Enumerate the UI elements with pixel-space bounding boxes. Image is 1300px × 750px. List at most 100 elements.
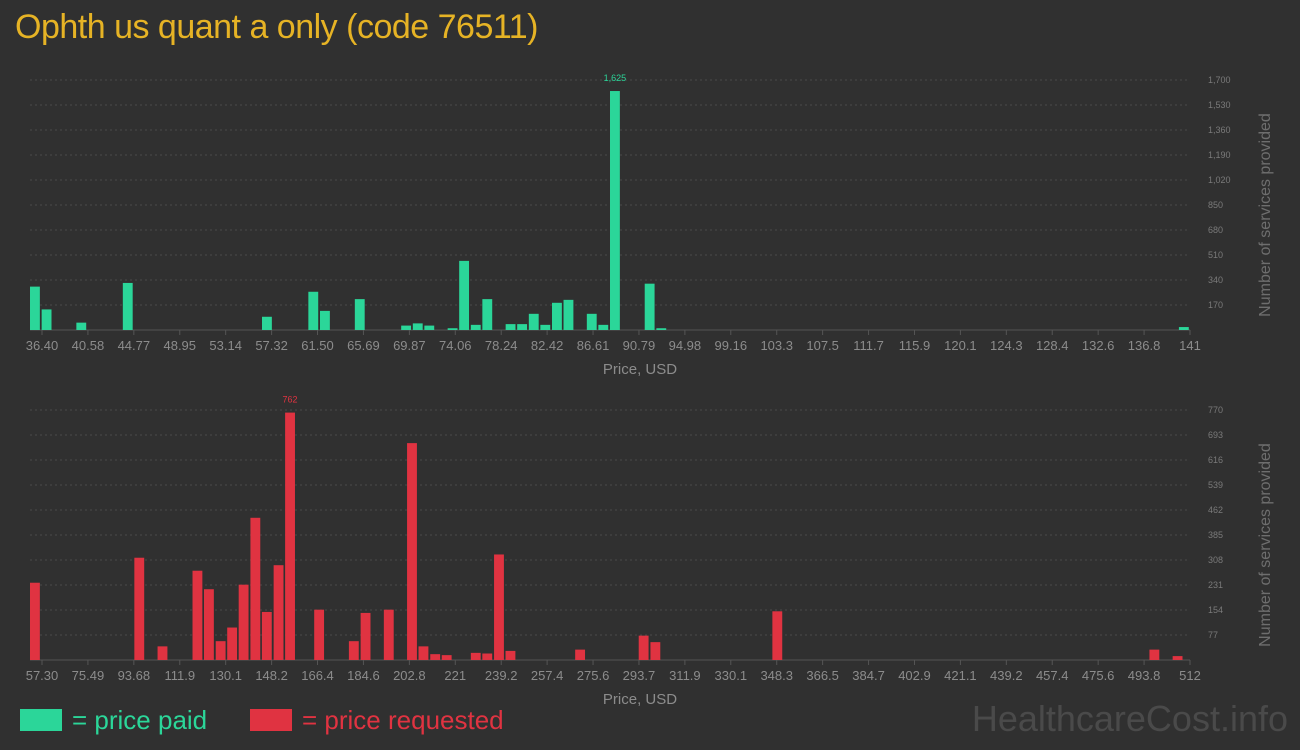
bar xyxy=(76,322,87,330)
bar xyxy=(383,609,394,660)
bar xyxy=(441,655,452,660)
y-tick-label: 154 xyxy=(1208,605,1223,615)
x-tick-label: 493.8 xyxy=(1128,668,1161,683)
bar xyxy=(644,283,655,330)
bar xyxy=(505,324,516,330)
bar xyxy=(157,646,168,660)
y-tick-label: 680 xyxy=(1208,225,1223,235)
x-tick-label: 366.5 xyxy=(806,668,839,683)
bar xyxy=(505,650,516,660)
bar xyxy=(1178,327,1189,330)
bar xyxy=(540,324,551,330)
x-tick-label: 103.3 xyxy=(760,338,793,353)
x-tick-label: 75.49 xyxy=(72,668,105,683)
y-tick-label: 462 xyxy=(1208,505,1223,515)
y-tick-label: 1,530 xyxy=(1208,100,1231,110)
x-tick-label: 86.61 xyxy=(577,338,610,353)
legend-swatch-paid xyxy=(20,709,62,731)
bar xyxy=(418,646,429,660)
bar xyxy=(430,654,441,660)
x-tick-label: 120.1 xyxy=(944,338,977,353)
bar xyxy=(308,291,319,330)
bar xyxy=(320,310,330,330)
x-tick-label: 136.8 xyxy=(1128,338,1161,353)
x-tick-label: 65.69 xyxy=(347,338,380,353)
bar xyxy=(122,282,133,330)
bar xyxy=(262,316,272,330)
price-requested-chart: 77 154 231 308 385 462 539 616 693 770 762 57.30 75.… xyxy=(26,395,1274,708)
bar xyxy=(772,611,783,660)
bar xyxy=(447,328,458,330)
x-tick-label: 184.6 xyxy=(347,668,380,683)
x-tick-label: 82.42 xyxy=(531,338,564,353)
x-tick-label: 93.68 xyxy=(118,668,151,683)
x-tick-label: 311.9 xyxy=(669,668,701,683)
bar xyxy=(314,609,325,660)
bar xyxy=(528,313,539,330)
x-tick-label: 111.9 xyxy=(164,668,195,683)
x-tick-label: 221 xyxy=(444,668,466,683)
bar xyxy=(30,286,40,330)
x-tick-label: 53.14 xyxy=(209,338,242,353)
x-tick-label: 94.98 xyxy=(669,338,702,353)
x-tick-label: 348.3 xyxy=(760,668,793,683)
bar xyxy=(203,589,214,660)
legend-label-paid: = price paid xyxy=(72,704,208,735)
bar xyxy=(134,557,145,660)
x-tick-label: 257.4 xyxy=(531,668,564,683)
bar xyxy=(470,652,481,660)
x-tick-label: 57.32 xyxy=(255,338,288,353)
x-tick-label: 330.1 xyxy=(715,668,748,683)
bar xyxy=(575,649,586,660)
x-tick-label: 384.7 xyxy=(852,668,885,683)
x-tick-label: 111.7 xyxy=(853,338,884,353)
x-tick-label: 421.1 xyxy=(944,668,977,683)
bar xyxy=(517,324,528,330)
bar xyxy=(407,443,417,660)
y-tick-label: 850 xyxy=(1208,200,1223,210)
x-axis-label: Price, USD xyxy=(603,691,677,708)
bar xyxy=(30,582,40,660)
x-tick-label: 402.9 xyxy=(898,668,931,683)
bar xyxy=(273,565,284,660)
bar xyxy=(1149,649,1160,660)
bar xyxy=(227,627,238,660)
y-tick-label: 170 xyxy=(1208,300,1223,310)
x-tick-label: 202.8 xyxy=(393,668,426,683)
bar xyxy=(656,328,667,330)
x-tick-label: 132.6 xyxy=(1082,338,1115,353)
bar xyxy=(285,412,295,660)
y-tick-label: 385 xyxy=(1208,530,1223,540)
x-tick-label: 124.3 xyxy=(990,338,1023,353)
x-tick-label: 128.4 xyxy=(1036,338,1069,353)
y-tick-label: 770 xyxy=(1208,405,1223,415)
x-tick-label: 475.6 xyxy=(1082,668,1115,683)
bar xyxy=(470,324,481,330)
y-tick-label: 1,360 xyxy=(1208,125,1231,135)
legend-price-paid: = price paid xyxy=(20,704,207,736)
bar xyxy=(586,313,597,330)
y-tick-label: 231 xyxy=(1208,580,1223,590)
bar xyxy=(360,612,371,660)
bar xyxy=(482,299,493,330)
x-tick-label: 69.87 xyxy=(393,338,426,353)
bar xyxy=(238,584,249,660)
y-tick-label: 340 xyxy=(1208,275,1223,285)
y-tick-label: 510 xyxy=(1208,250,1223,260)
x-tick-label: 457.4 xyxy=(1036,668,1069,683)
x-tick-label: 115.9 xyxy=(899,338,931,353)
legend-label-requested: = price requested xyxy=(302,704,504,735)
bar xyxy=(41,309,52,330)
x-tick-label: 439.2 xyxy=(990,668,1023,683)
bar xyxy=(482,653,493,660)
bar xyxy=(424,325,435,330)
watermark: HealthcareCost.info xyxy=(971,698,1288,739)
bar xyxy=(412,323,423,330)
x-tick-label: 512 xyxy=(1179,668,1201,683)
bar xyxy=(215,641,226,660)
bar xyxy=(598,324,609,330)
x-tick-label: 166.4 xyxy=(301,668,334,683)
y-tick-label: 77 xyxy=(1208,630,1218,640)
x-tick-label: 148.2 xyxy=(255,668,288,683)
bar xyxy=(638,635,649,660)
